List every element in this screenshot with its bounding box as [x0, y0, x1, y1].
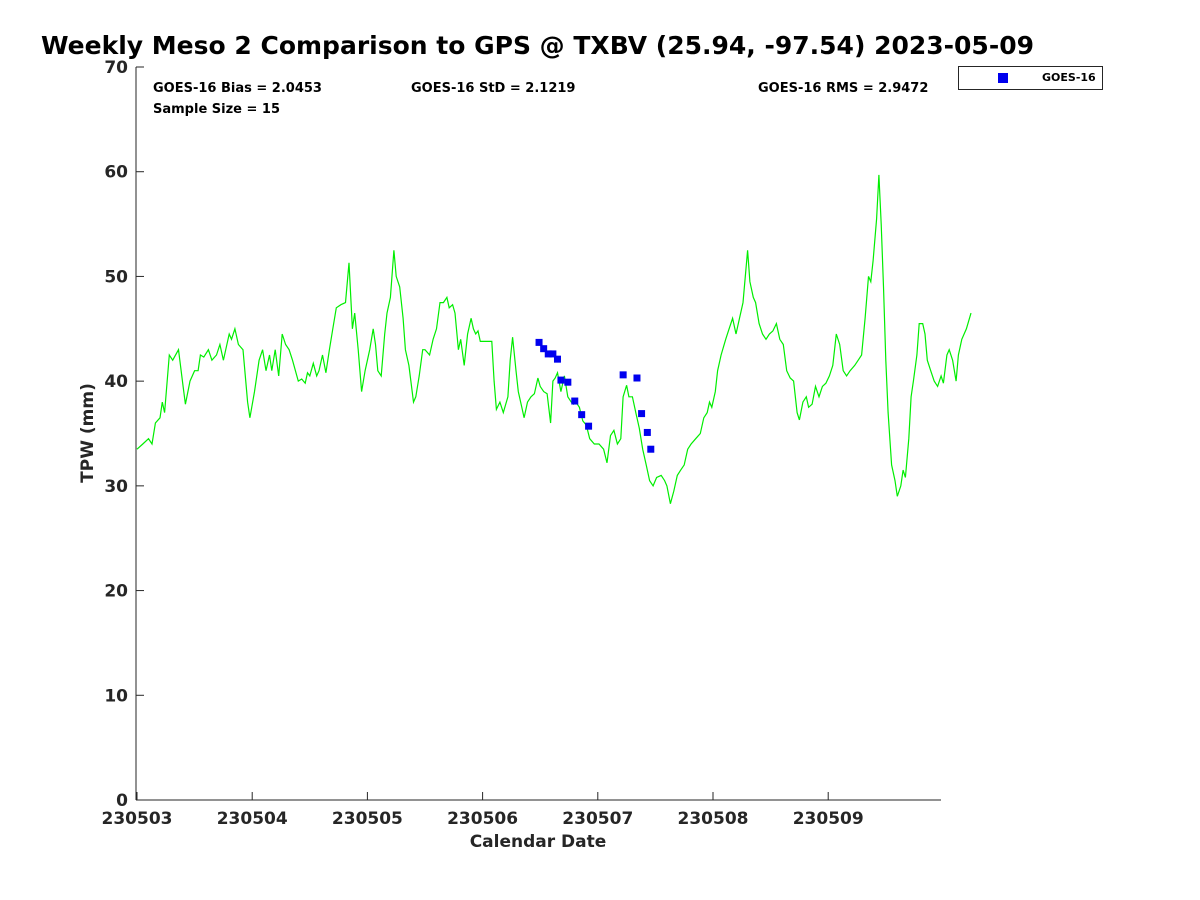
x-tick-label: 230508: [678, 809, 749, 829]
x-tick-label: 230509: [793, 809, 864, 829]
stat-bias: GOES-16 Bias = 2.0453: [153, 81, 322, 96]
y-tick-label: 70: [104, 58, 128, 78]
goes16-point: [557, 376, 565, 384]
y-tick-label: 0: [116, 791, 128, 811]
y-tick-label: 50: [104, 267, 128, 287]
goes16-point: [564, 378, 572, 386]
goes16-point: [585, 422, 593, 430]
y-tick-label: 30: [104, 477, 128, 497]
y-tick-label: 20: [104, 582, 128, 602]
y-axis-label: TPW (mm): [78, 383, 98, 483]
x-tick-label: 230507: [562, 809, 633, 829]
x-tick-label: 230505: [332, 809, 403, 829]
x-tick-label: 230503: [102, 809, 173, 829]
goes16-point: [571, 397, 579, 405]
goes16-point: [540, 345, 548, 353]
goes16-point: [619, 371, 627, 379]
plot-area: 0 10 20 30 40 50 60 70 230503 230504 230505 230506 2…: [102, 58, 972, 829]
x-axis-label: Calendar Date: [470, 832, 607, 852]
x-tick-label: 230504: [217, 809, 288, 829]
legend-marker: [998, 73, 1008, 83]
goes16-point: [638, 410, 646, 418]
stat-sample-size: Sample Size = 15: [153, 102, 280, 117]
goes16-point: [647, 445, 655, 453]
stat-rms: GOES-16 RMS = 2.9472: [758, 81, 928, 96]
legend-box: [958, 66, 1103, 90]
goes16-point: [643, 428, 651, 436]
y-tick-label: 40: [104, 372, 128, 392]
stat-std: GOES-16 StD = 2.1219: [411, 81, 575, 96]
goes16-point: [578, 411, 586, 419]
y-tick-label: 60: [104, 163, 128, 183]
y-tick-label: 10: [104, 686, 128, 706]
goes16-point: [633, 374, 641, 382]
legend-label: GOES-16: [1042, 71, 1096, 84]
chart-title: Weekly Meso 2 Comparison to GPS @ TXBV (…: [41, 31, 1034, 60]
goes16-point: [535, 338, 543, 346]
goes16-point: [549, 350, 557, 358]
x-tick-label: 230506: [447, 809, 518, 829]
legend: GOES-16: [958, 66, 1103, 90]
goes16-point: [544, 350, 552, 358]
goes16-point: [553, 355, 561, 363]
gps-tpw-line: [136, 174, 972, 504]
